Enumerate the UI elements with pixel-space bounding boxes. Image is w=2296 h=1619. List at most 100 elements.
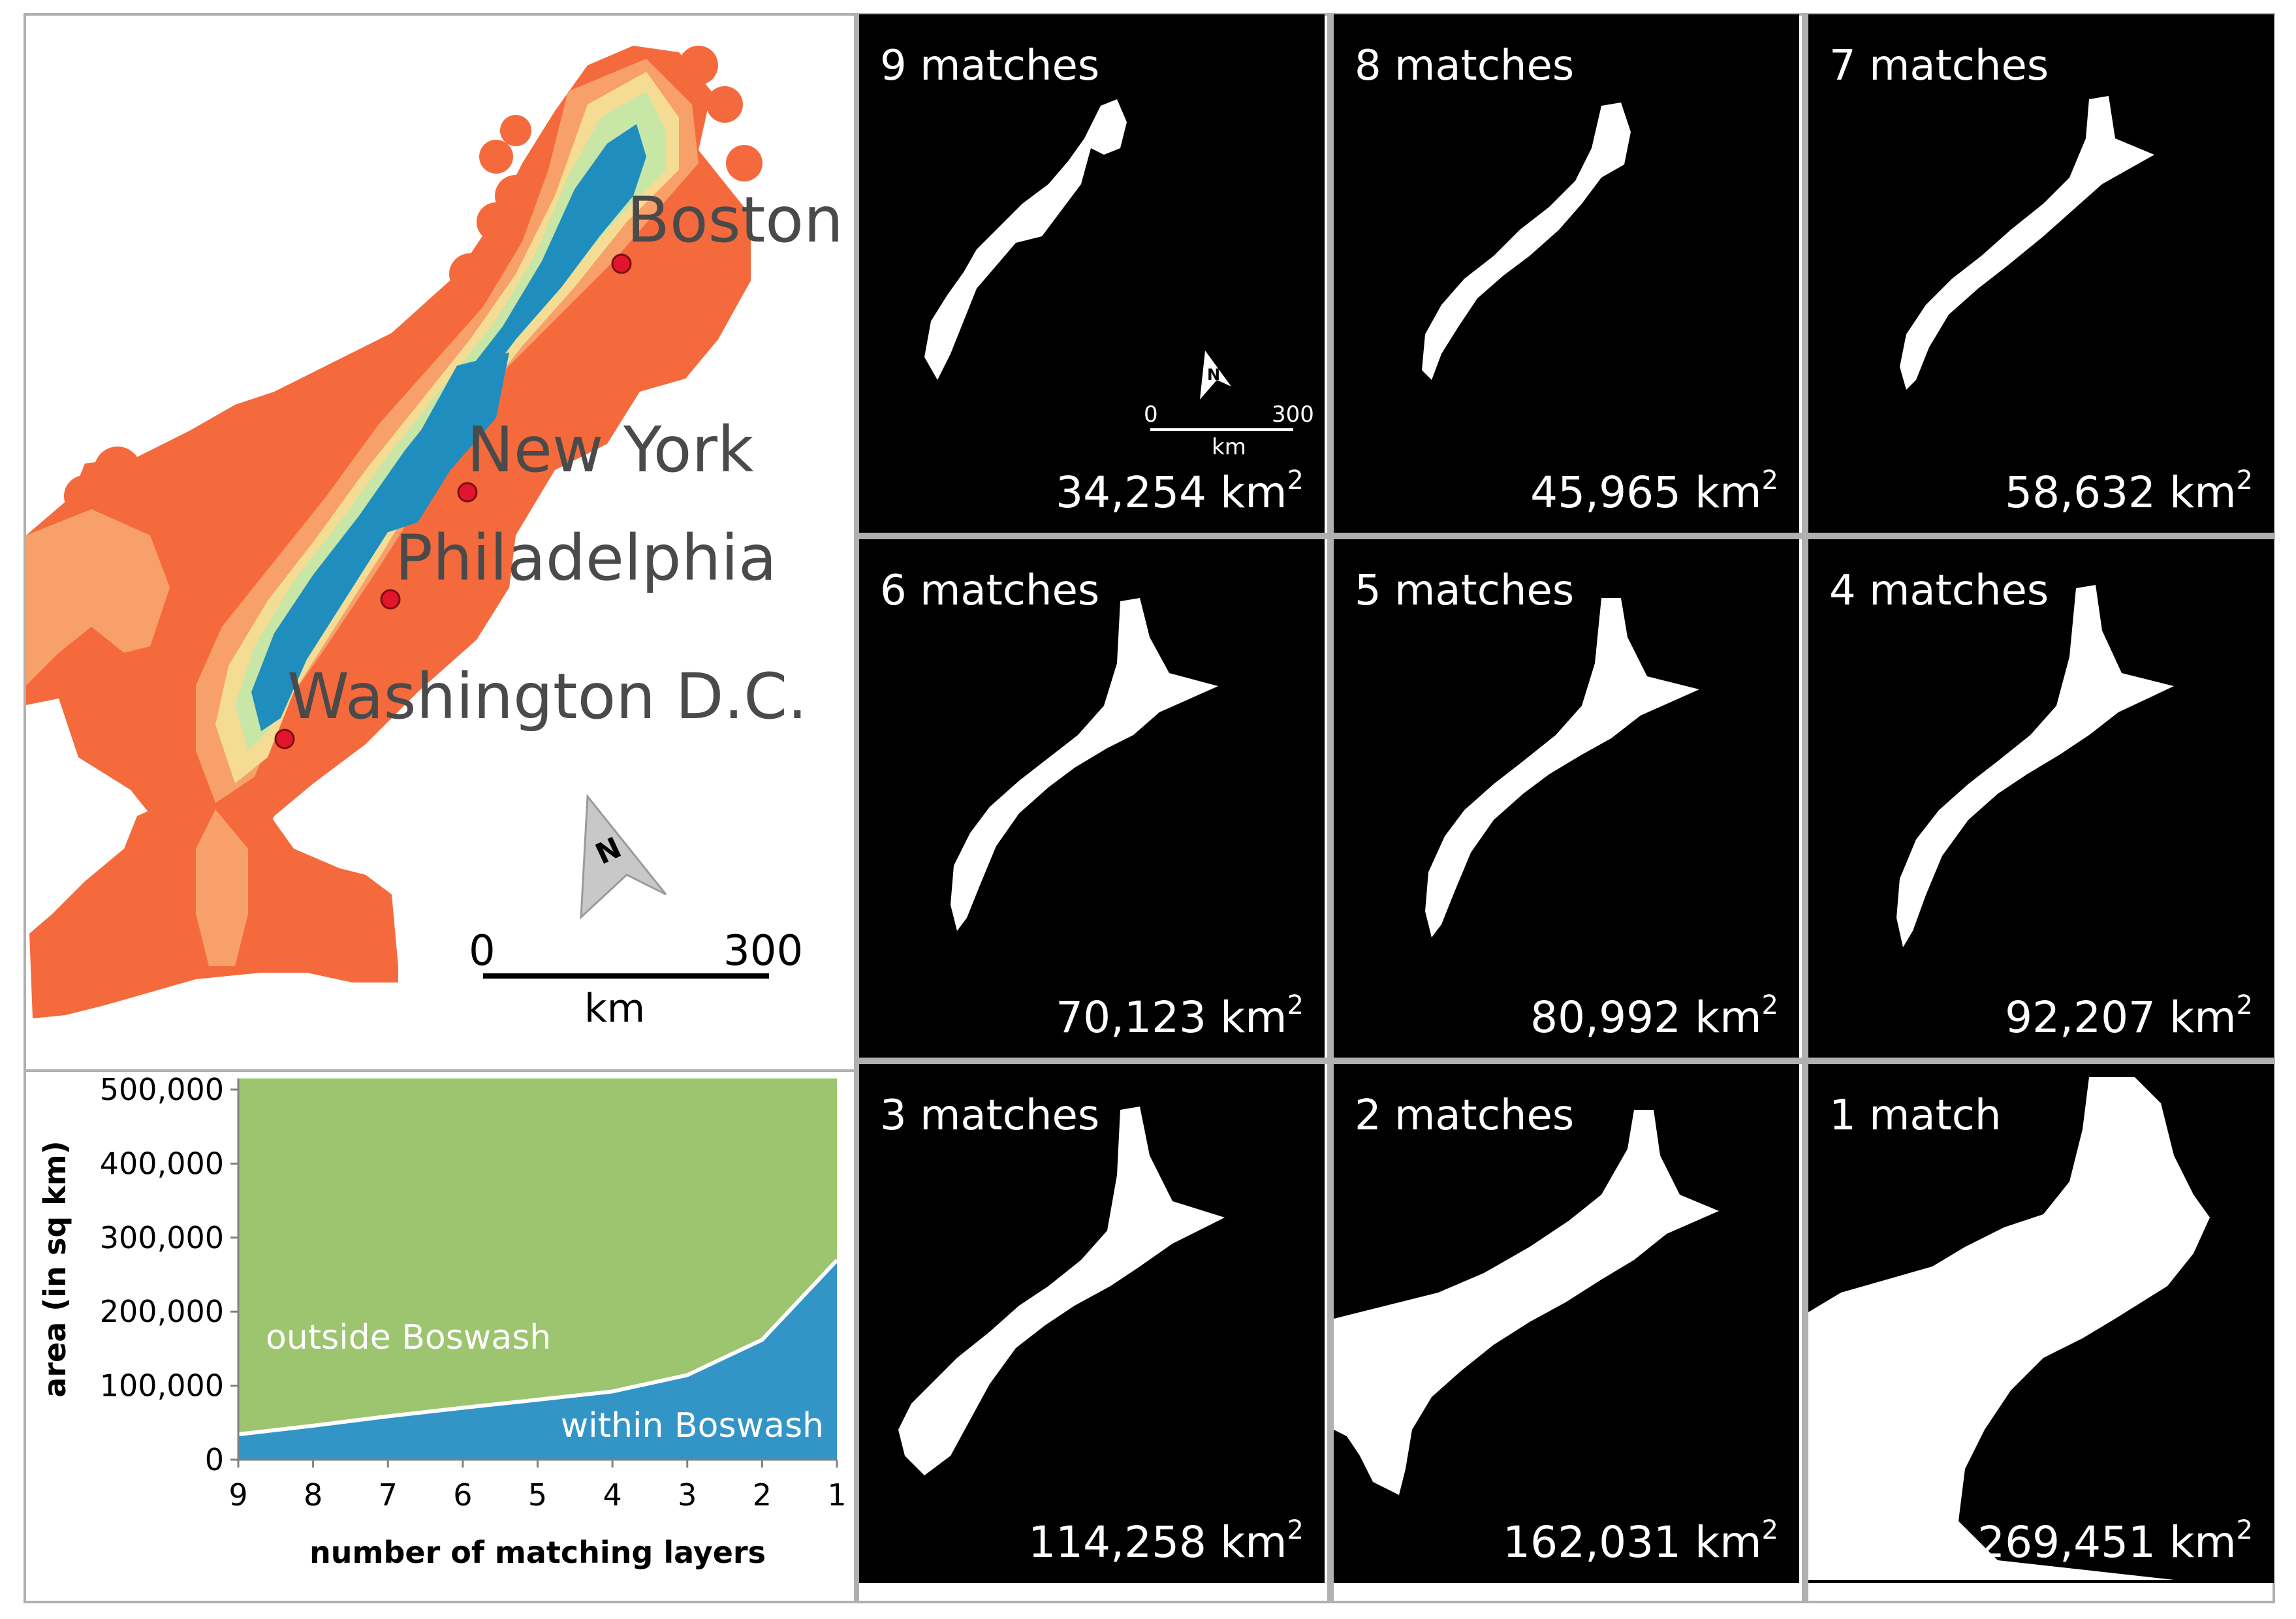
- panel-label: 5 matches: [1355, 567, 1574, 615]
- panel-footprint: [1422, 102, 1631, 380]
- panel-area: 114,258 km2: [1028, 1515, 1304, 1567]
- city-label-new-york: New York: [467, 413, 754, 486]
- panel-area-superscript: 2: [1762, 1515, 1778, 1545]
- city-label-boston: Boston: [627, 183, 843, 257]
- panel-area: 92,207 km2: [2005, 990, 2253, 1043]
- map-core-layer: [251, 124, 646, 731]
- panel-area-superscript: 2: [2237, 990, 2253, 1020]
- panel-area-value: 80,992 km: [1530, 992, 1761, 1043]
- panel-area-superscript: 2: [2237, 1515, 2253, 1545]
- panel-area-value: 92,207 km: [2005, 992, 2236, 1043]
- x-tick-label: 5: [528, 1477, 547, 1513]
- y-tick-label: 0: [205, 1442, 224, 1477]
- y-tick-label: 300,000: [100, 1220, 224, 1255]
- city-dot-boston: [611, 253, 632, 274]
- panel-background: [859, 539, 1325, 1058]
- panel-label: 4 matches: [1829, 567, 2049, 615]
- panel-background: [1808, 539, 2274, 1058]
- panel-label: 9 matches: [880, 42, 1099, 90]
- panel-footprint: [951, 598, 1218, 931]
- panel-footprint: [1334, 1110, 1719, 1495]
- y-tick-label: 200,000: [100, 1294, 224, 1329]
- panel-area: 162,031 km2: [1503, 1515, 1778, 1567]
- panel-background: [1334, 14, 1799, 533]
- area-chart: 0 100,000 200,000 300,000 400,000 500,000 9 8 7 6…: [37, 1072, 847, 1570]
- scale-unit-label: km: [1212, 434, 1246, 460]
- panel-area-value: 34,254 km: [1056, 467, 1287, 518]
- map-scalebar: 0 300 km: [469, 927, 803, 1031]
- x-tick-label: 2: [753, 1477, 772, 1513]
- panel-3: 7 matches 58,632 km2: [1808, 14, 2274, 533]
- panel-label: 1 match: [1829, 1092, 2001, 1140]
- city-dot-washington: [274, 729, 295, 749]
- panel-area: 269,451 km2: [1977, 1515, 2253, 1567]
- panel-background: [1808, 14, 2274, 533]
- panel-background: [859, 1064, 1325, 1583]
- scale-start-label: 0: [469, 927, 495, 975]
- panel-area-superscript: 2: [1762, 990, 1778, 1020]
- panel-area: 58,632 km2: [2005, 465, 2253, 518]
- panel-label: 3 matches: [880, 1092, 1099, 1140]
- panel-2: 8 matches 45,965 km2: [1334, 14, 1799, 533]
- panel-5: 5 matches 80,992 km2: [1334, 539, 1799, 1058]
- scale-start-label: 0: [1144, 401, 1158, 428]
- panel-area-value: 58,632 km: [2005, 467, 2236, 518]
- north-arrow-label: N: [1207, 366, 1220, 384]
- x-tick-label: 4: [603, 1477, 621, 1513]
- panel-footprint: [1896, 585, 2174, 947]
- panel-label: 8 matches: [1355, 42, 1574, 90]
- boundary-line: [238, 1259, 839, 1437]
- north-arrow-icon: [1200, 351, 1231, 400]
- panel-label: 2 matches: [1355, 1092, 1574, 1140]
- panel-7: 3 matches 114,258 km2: [859, 1064, 1325, 1583]
- panel-area-value: 114,258 km: [1028, 1517, 1287, 1567]
- x-axis-label: number of matching layers: [309, 1535, 766, 1570]
- panel-1: 9 matches 34,254 km2 N 0 300 km: [859, 14, 1325, 533]
- panel-footprint: [1900, 96, 2154, 390]
- panel-footprint: [1808, 1077, 2210, 1580]
- city-label-philadelphia: Philadelphia: [395, 522, 777, 595]
- panel-label: 6 matches: [880, 567, 1099, 615]
- panel-area-superscript: 2: [1762, 465, 1778, 495]
- x-tick-label: 8: [304, 1477, 322, 1513]
- panel-area-superscript: 2: [1287, 1515, 1304, 1545]
- north-arrow-icon: N: [580, 793, 667, 920]
- panel-area-superscript: 2: [1287, 465, 1304, 495]
- panel-area: 45,965 km2: [1530, 465, 1778, 518]
- panel-background: [859, 14, 1325, 533]
- panel-area-superscript: 2: [1287, 990, 1304, 1020]
- city-dot-new-york: [457, 482, 478, 503]
- panel-4: 6 matches 70,123 km2: [859, 539, 1325, 1058]
- panel-8: 2 matches 162,031 km2: [1334, 1064, 1799, 1583]
- panel-background: [1334, 539, 1799, 1058]
- panel-area: 34,254 km2: [1056, 465, 1304, 518]
- panel-area: 70,123 km2: [1056, 990, 1304, 1043]
- city-label-washington: Washington D.C.: [287, 660, 808, 733]
- panel-footprint: [924, 99, 1127, 380]
- panel-area: 80,992 km2: [1530, 990, 1778, 1043]
- panel-area-value: 45,965 km: [1530, 467, 1761, 518]
- panel-area-value: 269,451 km: [1977, 1517, 2236, 1567]
- x-tick-label: 3: [678, 1477, 697, 1513]
- y-tick-label: 400,000: [100, 1146, 224, 1181]
- scale-end-label: 300: [723, 927, 803, 975]
- panel-scalebar: N 0 300 km: [1144, 351, 1314, 460]
- x-tick-label: 6: [453, 1477, 472, 1513]
- area-outside-boswash: [238, 1078, 837, 1435]
- series-label-outside: outside Boswash: [266, 1318, 551, 1357]
- overview-map: Boston New York Philadelphia Washington …: [26, 46, 843, 1031]
- area-within-boswash: [238, 1260, 837, 1460]
- panel-label: 7 matches: [1829, 42, 2049, 90]
- scale-unit-label: km: [584, 986, 645, 1031]
- scale-end-label: 300: [1272, 401, 1314, 428]
- panel-area-superscript: 2: [2237, 465, 2253, 495]
- y-axis-label: area (in sq km): [37, 1140, 72, 1397]
- x-tick-label: 1: [827, 1477, 846, 1513]
- panel-6: 4 matches 92,207 km2: [1808, 539, 2274, 1058]
- panel-footprint: [1425, 598, 1699, 937]
- y-tick-label: 100,000: [100, 1368, 224, 1404]
- panel-area-value: 70,123 km: [1056, 992, 1287, 1043]
- panel-area-value: 162,031 km: [1503, 1517, 1761, 1567]
